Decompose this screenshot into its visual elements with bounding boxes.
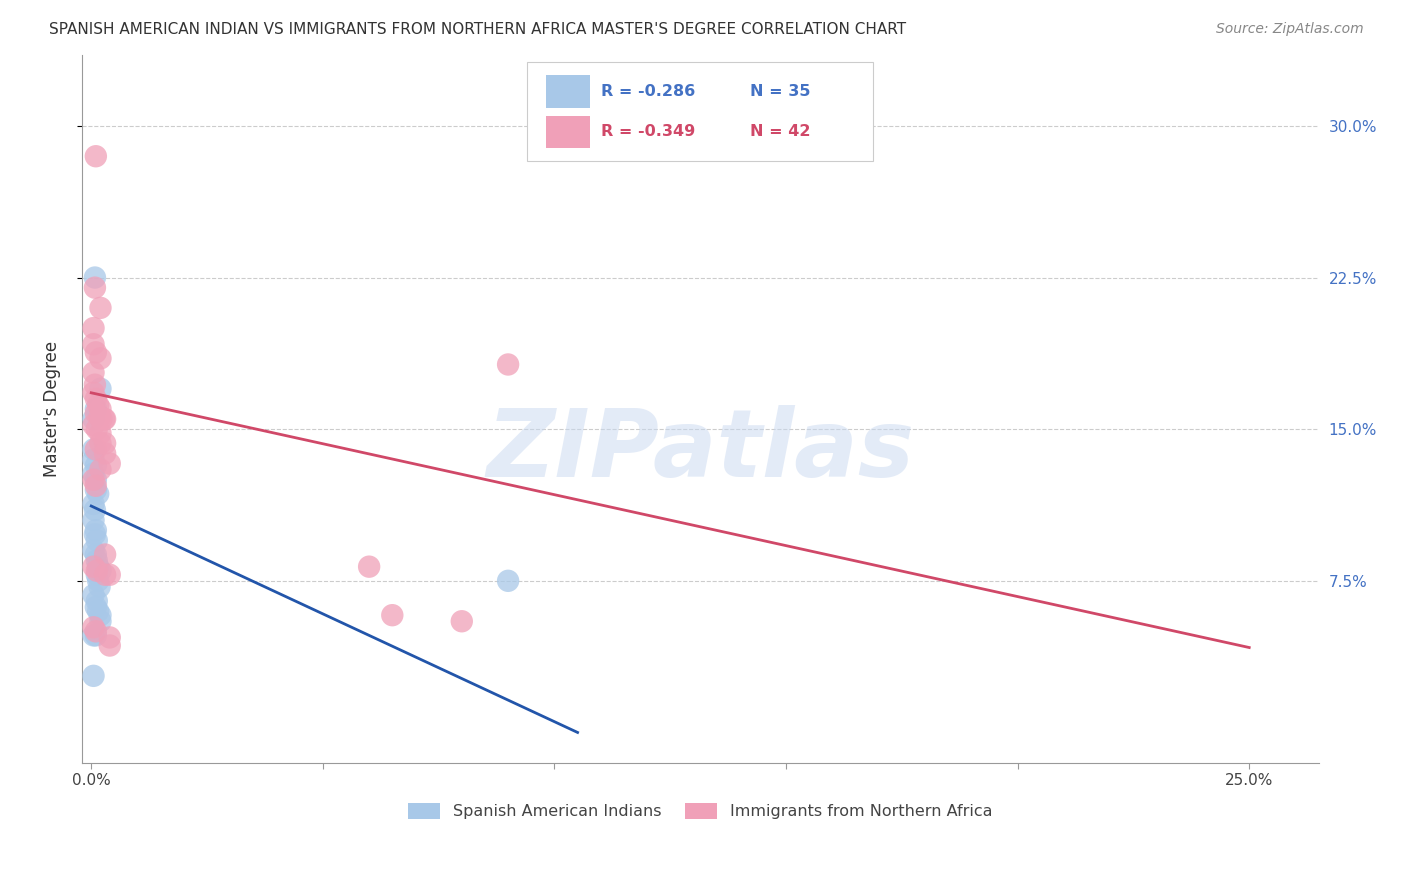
- Text: N = 35: N = 35: [749, 84, 810, 99]
- Point: [86, 533, 108, 548]
- Point: [86, 594, 108, 608]
- Text: Source: ZipAtlas.com: Source: ZipAtlas.com: [1216, 22, 1364, 37]
- Point: [89, 426, 111, 441]
- Point: [84, 442, 107, 457]
- Point: [83, 321, 105, 335]
- Point: [84, 628, 107, 642]
- Point: [87, 487, 110, 501]
- Point: [86, 422, 108, 436]
- Point: [359, 559, 381, 574]
- Legend: Spanish American Indians, Immigrants from Northern Africa: Spanish American Indians, Immigrants fro…: [402, 797, 998, 826]
- Point: [86, 553, 108, 567]
- Point: [83, 418, 105, 433]
- Point: [83, 473, 105, 487]
- Point: [89, 608, 111, 623]
- Point: [83, 412, 105, 426]
- Point: [98, 631, 121, 645]
- Point: [83, 513, 105, 527]
- Point: [94, 412, 117, 426]
- Point: [84, 600, 107, 615]
- Point: [89, 436, 111, 450]
- Point: [94, 436, 117, 450]
- Point: [89, 564, 111, 578]
- Point: [87, 398, 110, 412]
- Text: ZIPatlas: ZIPatlas: [486, 406, 914, 498]
- Point: [83, 588, 105, 602]
- Point: [83, 628, 105, 642]
- Point: [89, 301, 111, 315]
- Point: [84, 503, 107, 517]
- Point: [450, 614, 472, 628]
- Point: [89, 351, 111, 366]
- Point: [86, 567, 108, 582]
- Point: [83, 497, 105, 511]
- Point: [83, 366, 105, 380]
- Point: [83, 559, 105, 574]
- Point: [87, 559, 110, 574]
- Point: [89, 614, 111, 628]
- Point: [84, 473, 107, 487]
- Point: [83, 467, 105, 481]
- Point: [84, 401, 107, 416]
- Point: [89, 580, 111, 594]
- Point: [84, 270, 107, 285]
- Text: R = -0.349: R = -0.349: [602, 125, 696, 139]
- Point: [98, 639, 121, 653]
- Text: R = -0.286: R = -0.286: [602, 84, 696, 99]
- Point: [90, 412, 112, 426]
- Point: [87, 574, 110, 588]
- Point: [84, 458, 107, 473]
- Point: [83, 337, 105, 351]
- Point: [84, 345, 107, 359]
- Point: [89, 410, 111, 425]
- Point: [84, 406, 107, 420]
- Point: [84, 392, 107, 406]
- Point: [83, 620, 105, 634]
- Point: [89, 462, 111, 476]
- Point: [86, 564, 108, 578]
- Point: [83, 452, 105, 467]
- FancyBboxPatch shape: [546, 75, 591, 108]
- Point: [89, 382, 111, 396]
- Point: [84, 149, 107, 163]
- Point: [83, 442, 105, 457]
- Point: [98, 457, 121, 471]
- Point: [84, 280, 107, 294]
- Point: [94, 567, 117, 582]
- Point: [84, 483, 107, 497]
- Point: [98, 567, 121, 582]
- Point: [84, 624, 107, 639]
- Point: [89, 401, 111, 416]
- Point: [496, 358, 519, 372]
- Point: [84, 479, 107, 493]
- Point: [93, 412, 115, 426]
- FancyBboxPatch shape: [527, 62, 873, 161]
- Point: [94, 548, 117, 562]
- Text: SPANISH AMERICAN INDIAN VS IMMIGRANTS FROM NORTHERN AFRICA MASTER'S DEGREE CORRE: SPANISH AMERICAN INDIAN VS IMMIGRANTS FR…: [49, 22, 907, 37]
- Point: [87, 604, 110, 618]
- Point: [381, 608, 404, 623]
- Point: [83, 385, 105, 400]
- Y-axis label: Master's Degree: Master's Degree: [44, 341, 60, 477]
- Point: [84, 523, 107, 537]
- Point: [84, 377, 107, 392]
- Point: [83, 669, 105, 683]
- Point: [84, 527, 107, 541]
- Text: N = 42: N = 42: [749, 125, 810, 139]
- Point: [496, 574, 519, 588]
- FancyBboxPatch shape: [546, 116, 591, 148]
- Point: [94, 446, 117, 460]
- Point: [83, 543, 105, 558]
- Point: [84, 548, 107, 562]
